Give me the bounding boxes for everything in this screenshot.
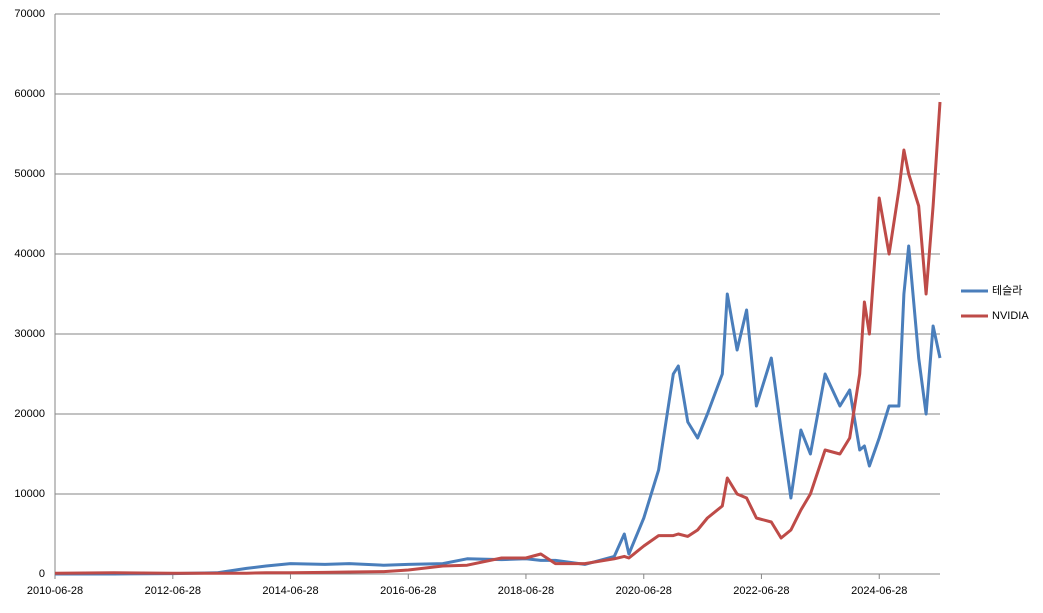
y-tick-label: 0 xyxy=(39,568,45,580)
x-tick-label: 2018-06-28 xyxy=(498,585,554,597)
x-tick-label: 2012-06-28 xyxy=(145,585,201,597)
y-tick-label: 40000 xyxy=(14,248,45,260)
x-tick-label: 2014-06-28 xyxy=(262,585,318,597)
y-tick-label: 10000 xyxy=(14,488,45,500)
line-series xyxy=(54,101,942,575)
line-series xyxy=(55,244,942,576)
y-tick-label: 30000 xyxy=(14,328,45,340)
x-tick-label: 2022-06-28 xyxy=(733,585,789,597)
y-tick-label: 70000 xyxy=(14,8,45,20)
legend-label: NVIDIA xyxy=(992,310,1029,322)
y-tick-label: 50000 xyxy=(14,168,45,180)
y-tick-label: 20000 xyxy=(14,408,45,420)
y-tick-label: 60000 xyxy=(14,88,45,100)
x-tick-label: 2020-06-28 xyxy=(616,585,672,597)
x-tick-label: 2016-06-28 xyxy=(380,585,436,597)
x-tick-label: 2024-06-28 xyxy=(851,585,907,597)
x-tick-label: 2010-06-28 xyxy=(27,585,83,597)
legend-label: 테슬라 xyxy=(992,284,1022,297)
